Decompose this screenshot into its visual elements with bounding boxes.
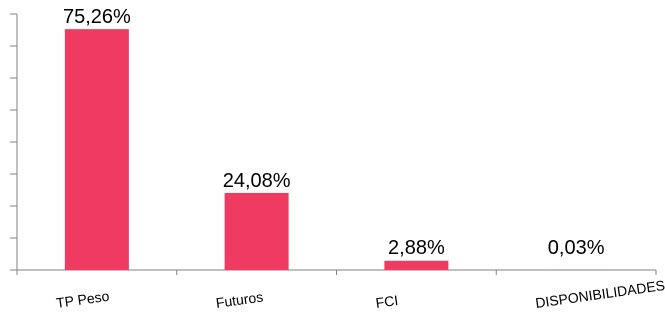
category-label: DISPONIBILIDADES xyxy=(534,277,665,311)
category-label: Futuros xyxy=(215,289,264,311)
bar xyxy=(224,192,289,270)
data-labels-group: 75,26% 24,08% 2,88% 0,03% xyxy=(63,6,605,259)
bar xyxy=(64,29,129,270)
bar xyxy=(384,260,449,270)
data-label: 75,26% xyxy=(63,6,131,28)
data-label: 0,03% xyxy=(548,237,605,259)
bars-group xyxy=(64,29,609,270)
category-labels-group: TP Peso Futuros FCI DISPONIBILIDADES xyxy=(55,277,665,311)
data-label: 2,88% xyxy=(388,237,445,259)
data-label: 24,08% xyxy=(223,170,291,192)
category-label: TP Peso xyxy=(55,288,110,311)
category-label: FCI xyxy=(375,292,400,311)
